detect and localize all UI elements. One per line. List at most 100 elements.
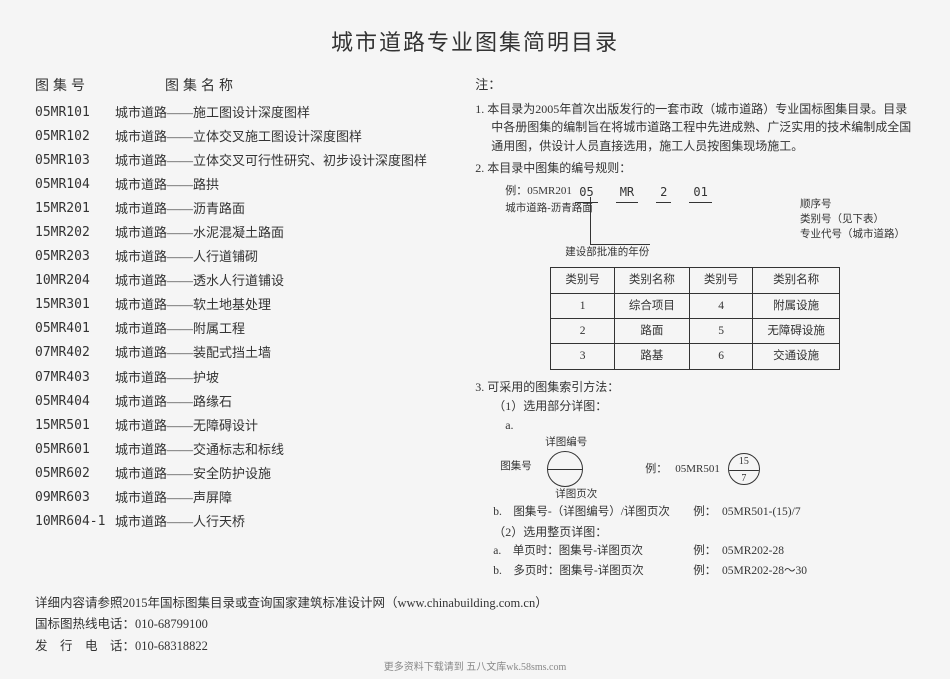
cat-cell: 1 <box>551 293 615 318</box>
diag-ex-code: 05MR501 <box>675 461 720 479</box>
item-name: 城市道路——软土地基处理 <box>115 293 455 317</box>
item-code: 15MR202 <box>35 221 115 245</box>
category-table: 类别号类别名称类别号类别名称 1综合项目4附属设施2路面5无障碍设施3路基6交通… <box>550 267 840 370</box>
diag-label-top: 详图编号 <box>545 435 587 452</box>
notes-header: 注： <box>475 75 915 96</box>
code-label-year: 建设部批准的年份 <box>565 245 649 262</box>
item-code: 05MR203 <box>35 245 115 269</box>
catalog-item: 05MR101城市道路——施工图设计深度图样 <box>35 101 455 125</box>
cat-cell: 路基 <box>614 344 689 369</box>
catalog-item: 10MR204城市道路——透水人行道铺设 <box>35 269 455 293</box>
method-2b-label: b. 多页时：图集号-详图页次 <box>493 562 693 582</box>
catalog-item: 05MR404城市道路——路缘石 <box>35 390 455 414</box>
note-3: 3. 可采用的图集索引方法： <box>475 378 915 397</box>
cat-cell: 交通设施 <box>753 344 840 369</box>
diag-ex-label: 例： <box>645 461 667 479</box>
header-code: 图集号 <box>35 75 115 95</box>
footer-line1: 详细内容请参照2015年国标图集目录或查询国家建筑标准设计网（www.china… <box>35 593 915 614</box>
item-code: 15MR501 <box>35 414 115 438</box>
diagram-circle-icon <box>547 451 583 487</box>
item-code: 05MR103 <box>35 149 115 173</box>
code-part-seq: 01 <box>689 183 711 203</box>
item-name: 城市道路——人行道铺砌 <box>115 245 455 269</box>
page-title: 城市道路专业图集简明目录 <box>35 25 915 57</box>
method-2: （2）选用整页详图： <box>493 523 915 542</box>
catalog-list: 图集号 图集名称 05MR101城市道路——施工图设计深度图样05MR102城市… <box>35 75 455 581</box>
item-name: 城市道路——水泥混凝土路面 <box>115 221 455 245</box>
header-name: 图集名称 <box>165 75 237 95</box>
code-sub-label: 城市道路-沥青路面 <box>505 201 593 218</box>
method-1b-ex: 例： 05MR501-(15)/7 <box>693 503 800 523</box>
ex-circle-top: 15 <box>729 454 759 471</box>
cat-cell: 2 <box>551 318 615 343</box>
cat-cell: 综合项目 <box>614 293 689 318</box>
item-code: 10MR204 <box>35 269 115 293</box>
item-name: 城市道路——护坡 <box>115 366 455 390</box>
code-label-prof: 专业代号（城市道路） <box>800 228 905 243</box>
cat-cell: 6 <box>689 344 753 369</box>
diag-label-left: 图集号 <box>500 459 532 476</box>
item-name: 城市道路——声屏障 <box>115 486 455 510</box>
item-name: 城市道路——交通标志和标线 <box>115 438 455 462</box>
item-name: 城市道路——立体交叉施工图设计深度图样 <box>115 125 455 149</box>
code-part-cat: 2 <box>656 183 671 203</box>
item-code: 15MR301 <box>35 293 115 317</box>
catalog-item: 15MR501城市道路——无障碍设计 <box>35 414 455 438</box>
ex-circle-bot: 7 <box>729 471 759 485</box>
item-code: 05MR104 <box>35 173 115 197</box>
catalog-item: 15MR201城市道路——沥青路面 <box>35 197 455 221</box>
cat-cell: 4 <box>689 293 753 318</box>
method-1: （1）选用部分详图： <box>493 397 915 416</box>
note-2: 2. 本目录中图集的编号规则： <box>491 159 915 178</box>
item-code: 05MR401 <box>35 317 115 341</box>
cat-cell: 附属设施 <box>753 293 840 318</box>
item-name: 城市道路——安全防护设施 <box>115 462 455 486</box>
cat-cell: 路面 <box>614 318 689 343</box>
item-name: 城市道路——附属工程 <box>115 317 455 341</box>
cat-header: 类别号 <box>551 268 615 293</box>
catalog-item: 05MR601城市道路——交通标志和标线 <box>35 438 455 462</box>
watermark: 更多资料下载请到 五八文库wk.58sms.com <box>384 658 567 673</box>
catalog-item: 15MR301城市道路——软土地基处理 <box>35 293 455 317</box>
item-code: 15MR201 <box>35 197 115 221</box>
item-code: 05MR601 <box>35 438 115 462</box>
item-name: 城市道路——无障碍设计 <box>115 414 455 438</box>
item-name: 城市道路——立体交叉可行性研究、初步设计深度图样 <box>115 149 455 173</box>
catalog-item: 05MR203城市道路——人行道铺砌 <box>35 245 455 269</box>
catalog-item: 07MR402城市道路——装配式挡土墙 <box>35 341 455 365</box>
method-2a-ex: 例： 05MR202-28 <box>693 542 784 562</box>
method-1b-label: b. 图集号-（详图编号）/详图页次 <box>493 503 693 523</box>
item-name: 城市道路——沥青路面 <box>115 197 455 221</box>
catalog-item: 05MR102城市道路——立体交叉施工图设计深度图样 <box>35 125 455 149</box>
catalog-item: 05MR602城市道路——安全防护设施 <box>35 462 455 486</box>
item-name: 城市道路——路缘石 <box>115 390 455 414</box>
cat-cell: 5 <box>689 318 753 343</box>
cat-header: 类别名称 <box>614 268 689 293</box>
catalog-item: 10MR604-1城市道路——人行天桥 <box>35 510 455 534</box>
cat-cell: 3 <box>551 344 615 369</box>
catalog-item: 07MR403城市道路——护坡 <box>35 366 455 390</box>
catalog-item: 09MR603城市道路——声屏障 <box>35 486 455 510</box>
method-2a-label: a. 单页时：图集号-详图页次 <box>493 542 693 562</box>
table-row: 2路面5无障碍设施 <box>551 318 840 343</box>
code-diagram: 例：05MR201 城市道路-沥青路面 05 MR 2 01 顺序号 类别号（见… <box>505 183 915 261</box>
footer: 详细内容请参照2015年国标图集目录或查询国家建筑标准设计网（www.china… <box>35 593 915 657</box>
detail-diagram: 详图编号 图集号 详图页次 例： 05MR501 15 7 <box>505 439 915 499</box>
item-code: 09MR603 <box>35 486 115 510</box>
code-label-seq: 顺序号 <box>800 198 905 213</box>
item-code: 05MR404 <box>35 390 115 414</box>
footer-line2: 国标图热线电话：010-68799100 <box>35 614 915 635</box>
item-code: 05MR101 <box>35 101 115 125</box>
catalog-item: 05MR401城市道路——附属工程 <box>35 317 455 341</box>
notes-column: 注： 1. 本目录为2005年首次出版发行的一套市政（城市道路）专业国标图集目录… <box>475 75 915 581</box>
item-code: 10MR604-1 <box>35 510 115 534</box>
table-row: 3路基6交通设施 <box>551 344 840 369</box>
catalog-item: 05MR103城市道路——立体交叉可行性研究、初步设计深度图样 <box>35 149 455 173</box>
table-row: 1综合项目4附属设施 <box>551 293 840 318</box>
catalog-item: 15MR202城市道路——水泥混凝土路面 <box>35 221 455 245</box>
note-1: 1. 本目录为2005年首次出版发行的一套市政（城市道路）专业国标图集目录。目录… <box>491 100 915 156</box>
code-example-label: 例：05MR201 <box>505 183 572 201</box>
item-name: 城市道路——路拱 <box>115 173 455 197</box>
diag-label-bottom: 详图页次 <box>555 487 597 504</box>
item-name: 城市道路——透水人行道铺设 <box>115 269 455 293</box>
